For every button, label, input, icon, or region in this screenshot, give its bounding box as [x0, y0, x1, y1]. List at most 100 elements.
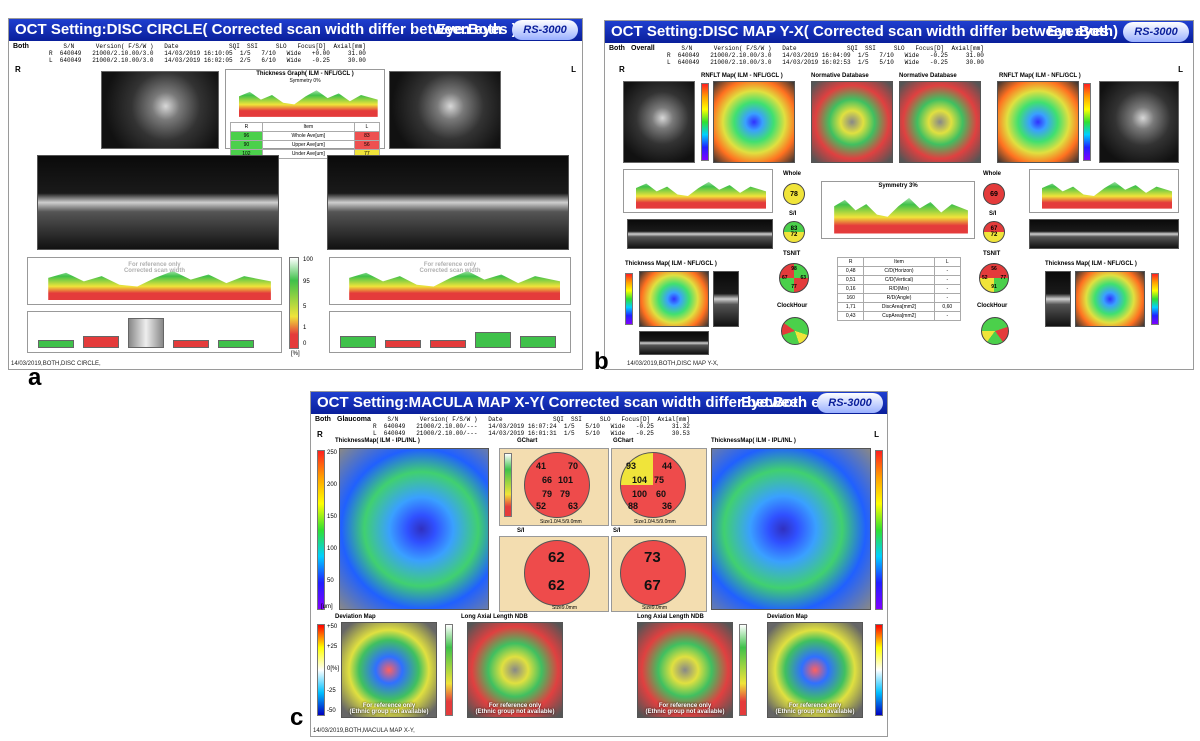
panel-b-scan-info: S/N Version( F/S/W ) Date SQI SSI SLO Fo… [667, 45, 984, 66]
panel-b-overall-label: Overall [631, 45, 655, 52]
symmetry-label: Symmetry 0% [289, 78, 321, 84]
tsnit-s-left: 56 [991, 266, 997, 272]
panel-c-r: R [317, 430, 323, 439]
gchart-disc-left [620, 452, 686, 518]
tsnit-i-left: 91 [991, 284, 997, 290]
ndb-title-right: Normative Database [811, 73, 869, 79]
sector-bar [218, 340, 254, 348]
panel-a-header: OCT Setting:DISC CIRCLE( Corrected scan … [9, 19, 582, 41]
si-label-right: S/I [517, 528, 525, 534]
panel-c-header: OCT Setting:MACULA MAP X-Y( Corrected sc… [311, 392, 887, 414]
ndb-map-right [811, 81, 893, 163]
panel-disc-circle: OCT Setting:DISC CIRCLE( Corrected scan … [8, 18, 583, 370]
dscale-r-25: +25 [327, 644, 338, 650]
si-label-left: S/I [613, 528, 621, 534]
tsnit-n-left: 77 [1000, 275, 1006, 281]
clockhour-right [781, 317, 809, 345]
gchart-right: 41 70 66 101 79 79 52 63 Size1.0/4.5/9.0… [499, 448, 609, 526]
oct-bscan-right [627, 219, 773, 249]
gchart-l-1: 44 [662, 461, 673, 471]
clock-label-left: ClockHour [977, 303, 1008, 309]
panel-c-title: OCT Setting:MACULA MAP X-Y( Corrected sc… [317, 394, 854, 411]
ndb-scale-right [445, 624, 453, 716]
si-s-right: 62 [548, 549, 565, 566]
si-label-right: S/I [789, 211, 797, 217]
panel-a-l: L [571, 65, 576, 74]
ndb-map-right: For reference only (Ethnic group not ava… [467, 622, 563, 718]
si-s-left: 67 [990, 226, 998, 232]
rnfl-graph-left: For reference only Corrected scan width [329, 257, 571, 305]
ndb-note-left: For reference only (Ethnic group not ava… [645, 703, 725, 715]
gchart-r-0: 41 [536, 461, 547, 471]
whole-value-left: 69 [990, 190, 998, 198]
thickness-graph-title: Thickness Graph( ILM - NFL/GCL ) [256, 71, 354, 77]
gchart-l-7: 36 [662, 501, 673, 511]
tsnit-curve-right [635, 181, 767, 209]
ndb-map-left: For reference only (Ethnic group not ava… [637, 622, 733, 718]
si-chart-left: 73 67 Size9.0mm [611, 536, 707, 612]
ndb-note-right: For reference only (Ethnic group not ava… [475, 703, 555, 715]
deviation-title-left: Deviation Map [767, 614, 808, 620]
ndb-title-right: Long Axial Length NDB [461, 614, 528, 620]
deviation-map-right: For reference only (Ethnic group not ava… [341, 622, 437, 718]
whole-circle-right: 78 [783, 183, 805, 205]
panel-macula-map: OCT Setting:MACULA MAP X-Y( Corrected sc… [310, 391, 888, 737]
si-chart-right: 62 62 Size9.0mm [499, 536, 609, 612]
dev-note-left: For reference only (Ethnic group not ava… [775, 703, 855, 715]
symmetry-curve [834, 197, 968, 234]
rnfl-graph-right: For reference only Corrected scan width [27, 257, 282, 305]
panel-b-r: R [619, 65, 625, 74]
panel-b-title: OCT Setting:DISC MAP Y-X( Corrected scan… [611, 23, 1119, 40]
sector-bar [83, 336, 119, 348]
deviation-title-right: Deviation Map [335, 614, 376, 620]
panel-b-header: OCT Setting:DISC MAP Y-X( Corrected scan… [605, 21, 1193, 43]
si-i-left: 67 [644, 577, 661, 594]
gchart-l-6: 88 [628, 501, 639, 511]
panel-c-scan-info: S/N Version( F/S/W ) Date SQI SSI SLO Fo… [373, 416, 690, 437]
sector-bars-right [27, 311, 282, 353]
gchart-l-5: 60 [656, 489, 667, 499]
sector-bar [38, 340, 74, 348]
gchart-r-2: 66 [542, 475, 553, 485]
deviation-scale-left [875, 624, 883, 716]
thickness-graph: Thickness Graph( ILM - NFL/GCL ) Symmetr… [225, 69, 385, 159]
whole-label-right: Whole [783, 171, 801, 177]
sector-bar [430, 340, 466, 348]
deviation-scale-right [317, 624, 325, 716]
rnflt-map-left [997, 81, 1079, 163]
panel-a-both-label: Both [13, 43, 29, 50]
sector-bars-left [329, 311, 571, 353]
panel-c-eye: Eye:Both [741, 394, 807, 411]
panel-a-footer: 14/03/2019,BOTH,DISC CIRCLE, [11, 361, 101, 367]
si-i-right: 62 [548, 577, 565, 594]
scale-1: 1 [303, 325, 307, 331]
gchart-l-3: 75 [654, 475, 665, 485]
tsnit-circle-right: 98 67 63 77 [779, 263, 809, 293]
tscale-r-unit: [um] [321, 604, 333, 610]
dev-note-right: For reference only (Ethnic group not ava… [349, 703, 429, 715]
ndb-title-left: Long Axial Length NDB [637, 614, 704, 620]
gchart-left: 93 44 104 75 100 60 88 36 Size1.0/4.5/9.… [611, 448, 707, 526]
tsnit-label-left: TSNIT [983, 251, 1001, 257]
si-s-right: 83 [790, 226, 798, 232]
scale-100: 100 [303, 257, 314, 263]
fundus-image-left [1099, 81, 1179, 163]
macula-thickness-map-right [339, 448, 489, 610]
oct-bscan-left [327, 155, 569, 250]
panel-disc-map: OCT Setting:DISC MAP Y-X( Corrected scan… [604, 20, 1194, 370]
horizontal-bscan-right [639, 331, 709, 355]
panel-b-info: Both Overall S/N Version( F/S/W ) Date S… [605, 43, 1193, 67]
clock-label-right: ClockHour [777, 303, 808, 309]
thickness-graph-curve [238, 90, 378, 117]
panel-a-scan-info: S/N Version( F/S/W ) Date SQI SSI SLO Fo… [49, 43, 366, 64]
gchart-size-left: Size1.0/4.5/9.0mm [634, 519, 676, 525]
panel-a-eye: Eye:Both [436, 21, 502, 38]
panel-b-eye: Eye:Both [1047, 23, 1113, 40]
panel-c-both-label: Both [315, 416, 331, 423]
rnflt-title-right: RNFLT Map( ILM - NFL/GCL ) [701, 73, 783, 79]
ndb-title-left: Normative Database [899, 73, 957, 79]
panel-letter-b: b [594, 348, 609, 375]
scale-unit: [%] [291, 351, 300, 357]
fundus-image-left [389, 71, 501, 149]
thickness-table: R Item L 96 Whole Ave[um] 83 90 Upper Ave[um]… [230, 122, 381, 159]
